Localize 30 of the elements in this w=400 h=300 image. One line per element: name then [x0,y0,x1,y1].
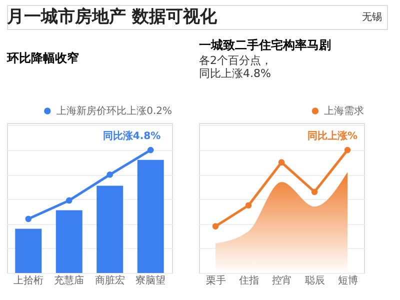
annotation: 同比涨4.8% [102,130,161,142]
x-tick-label: 聪辰 [305,274,325,286]
x-tick-label: 栗手 [206,274,226,286]
legend-label: 上海新房价环比上涨0.2% [56,105,172,117]
x-tick-label: 住指 [239,274,259,286]
legend-label: 上海需求 [324,105,364,117]
x-tick-label: 充慧庙 [54,274,84,286]
bar [15,228,42,273]
text: 同比上涨4.8% [199,67,271,80]
x-tick-label: 上拾桁 [13,274,44,286]
point [212,223,219,230]
point [66,197,72,204]
point [344,146,351,154]
annotation: 同比上涨% [307,130,358,142]
point [311,188,318,196]
text: 无锡 [362,12,382,23]
x-tick-label: 控宵 [272,274,292,286]
text: 月一城市房地产 数据可视化 [6,7,218,27]
x-tick-label: 商脏宏 [94,274,125,286]
chart-subtitle: 各2个百分点， [199,54,272,67]
bar [56,210,82,273]
point [278,159,285,166]
point [106,171,114,178]
x-tick-label: 寮脑望 [136,274,166,286]
chart-title: 环比降幅收窄 [6,51,79,65]
x-tick-label: 短博 [338,274,358,286]
chart-title: 一城致二手住宅构率马剧 [199,38,331,52]
point [25,216,32,222]
point [147,146,154,154]
point [245,202,252,209]
